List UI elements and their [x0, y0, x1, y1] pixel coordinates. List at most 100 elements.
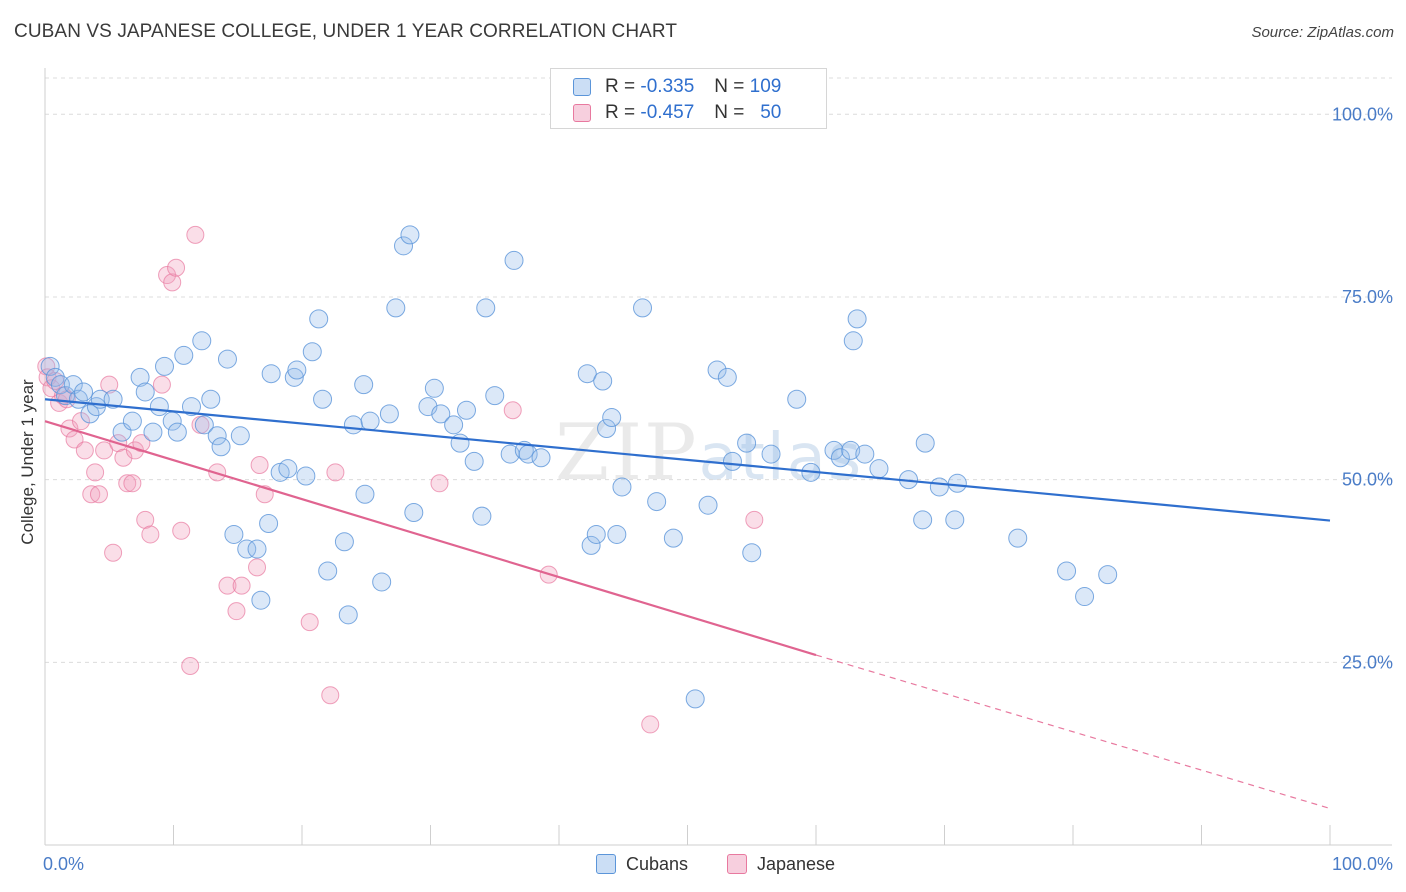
cubans-point	[343, 415, 363, 435]
japanese-point	[82, 485, 101, 504]
cubans-point	[167, 422, 187, 442]
japanese-point	[132, 434, 151, 453]
cubans-point	[947, 473, 967, 493]
cubans-point	[577, 364, 597, 384]
cubans-point	[913, 510, 933, 530]
cubans-point	[698, 495, 718, 515]
japanese-point	[123, 474, 142, 493]
cubans-point	[1057, 561, 1077, 581]
cubans-point	[103, 389, 123, 409]
legend-r-label: R =	[605, 76, 636, 97]
x-tick-label: 100.0%	[1332, 854, 1393, 874]
japanese-point	[321, 686, 340, 705]
cubans-point	[685, 689, 705, 709]
legend-item-cubans: Cubans	[596, 852, 688, 876]
cubans-point	[456, 400, 476, 420]
japanese-swatch	[573, 104, 591, 122]
cubans-point	[485, 386, 505, 406]
cubans-point	[633, 298, 653, 318]
cubans-point	[247, 539, 267, 559]
japanese-point	[172, 521, 191, 540]
cubans-point	[155, 356, 175, 376]
cubans-point	[531, 448, 551, 468]
cubans-point	[915, 433, 935, 453]
cubans-point	[742, 543, 762, 563]
cubans-point	[338, 605, 358, 625]
cubans-point	[424, 378, 444, 398]
cubans-point	[841, 440, 861, 460]
cubans-point	[313, 389, 333, 409]
cubans-point	[284, 367, 304, 387]
japanese-point	[181, 656, 200, 675]
cubans-point	[261, 364, 281, 384]
cubans-point	[843, 331, 863, 351]
cubans-swatch	[573, 78, 591, 96]
cubans-point	[80, 404, 100, 424]
cubans-point	[74, 382, 94, 402]
cubans-points	[40, 225, 1118, 709]
japanese-point	[75, 441, 94, 460]
cubans-point	[647, 492, 667, 512]
japanese-point	[232, 576, 251, 595]
cubans-point	[444, 415, 464, 435]
cubans-point	[296, 466, 316, 486]
cubans-point	[787, 389, 807, 409]
cubans-point	[1008, 528, 1028, 548]
cubans-point	[211, 437, 231, 457]
cubans-point	[472, 506, 492, 526]
y-axis-label: College, Under 1 year	[18, 379, 37, 545]
cubans-point	[149, 397, 169, 417]
cubans-point	[122, 411, 142, 431]
cubans-point	[1098, 565, 1118, 585]
cubans-point	[217, 349, 237, 369]
cubans-point	[581, 535, 601, 555]
cubans-point	[593, 371, 613, 391]
japanese-point	[141, 525, 160, 544]
japanese-point	[95, 441, 114, 460]
cubans-point	[404, 503, 424, 523]
cubans-point	[230, 426, 250, 446]
cubans-point	[847, 309, 867, 329]
legend-n-label: N =	[714, 102, 745, 123]
cubans-point	[431, 404, 451, 424]
cubans-point	[824, 440, 844, 460]
japanese-trend-extension	[815, 654, 1331, 810]
y-tick-label: 25.0%	[1342, 652, 1393, 672]
correlation-legend: R = -0.335 N = 109 R = -0.457 N = 50	[550, 68, 827, 129]
cubans-point	[174, 345, 194, 365]
japanese-point	[745, 510, 764, 529]
cubans-point	[194, 415, 214, 435]
cubans-point	[602, 408, 622, 428]
japanese-point	[218, 576, 237, 595]
japanese-point	[104, 543, 123, 562]
cubans-point	[394, 236, 414, 256]
cubans-point	[251, 590, 271, 610]
y-tick-label: 50.0%	[1342, 470, 1393, 490]
legend-item-japanese: Japanese	[727, 852, 835, 876]
japanese-point	[118, 474, 137, 493]
legend-r-label: R =	[605, 102, 636, 123]
japanese-point	[114, 448, 133, 467]
cubans-point	[663, 528, 683, 548]
japanese-point	[248, 558, 267, 577]
cubans-point	[334, 532, 354, 552]
cubans-point	[855, 444, 875, 464]
legend-label-cubans: Cubans	[626, 853, 689, 874]
cubans-point	[379, 404, 399, 424]
cubans-point	[192, 331, 212, 351]
japanese-point	[86, 463, 105, 482]
japanese-point	[250, 456, 269, 475]
cubans-point	[386, 298, 406, 318]
cubans-point	[181, 397, 201, 417]
cubans-point	[830, 448, 850, 468]
cubans-point	[237, 539, 257, 559]
japanese-point	[227, 602, 246, 621]
legend-n-label: N =	[714, 76, 745, 97]
legend-row-japanese: R = -0.457 N = 50	[573, 101, 781, 125]
cubans-point	[224, 524, 244, 544]
cubans-point	[207, 426, 227, 446]
chart-source: Source: ZipAtlas.com	[1251, 24, 1394, 41]
cubans-point	[464, 451, 484, 471]
japanese-point	[152, 375, 171, 394]
japanese-point	[641, 715, 660, 734]
